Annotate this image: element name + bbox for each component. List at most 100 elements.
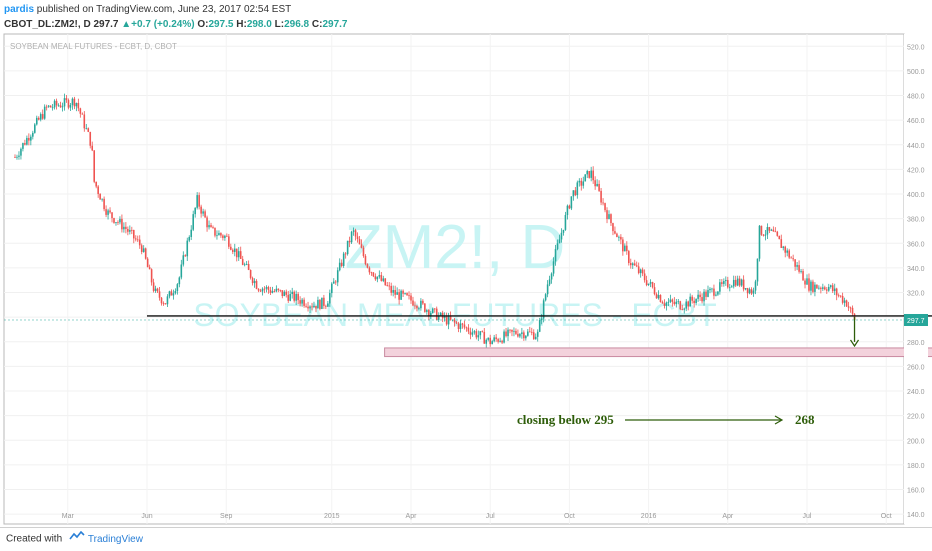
candle-body	[540, 318, 543, 321]
y-tick-label: 380.0	[907, 217, 925, 224]
author-link[interactable]: pardis	[4, 4, 35, 15]
candle-body	[756, 258, 759, 282]
candle-body	[305, 305, 307, 307]
price-axis[interactable]: 520.0 500.0 480.0 460.0 440.0 420.0 400.0 380.0…	[904, 34, 928, 524]
candle-body	[827, 286, 830, 291]
chart-header: pardis published on TradingView.com, Jun…	[4, 3, 928, 31]
low-label: L:	[274, 19, 285, 30]
candle-body	[618, 236, 620, 238]
candle-body	[372, 272, 375, 277]
x-tick-label: Oct	[564, 513, 575, 520]
candle-body	[659, 295, 662, 302]
candle-body	[499, 340, 501, 342]
candle-body	[475, 331, 478, 338]
candle-body	[313, 305, 315, 308]
candle-body	[336, 270, 339, 283]
y-tick-label: 140.0	[907, 512, 925, 519]
candle-body	[590, 170, 592, 178]
y-tick-label: 480.0	[907, 94, 925, 101]
candle-body	[647, 283, 650, 286]
candle-body	[198, 195, 200, 207]
y-tick-label: 440.0	[907, 143, 925, 150]
candle-body	[325, 305, 327, 307]
candle-body	[410, 295, 412, 301]
candle-body	[552, 261, 555, 274]
candle-body	[578, 180, 581, 183]
symbol-label[interactable]: CBOT_DL:ZM2!, D	[4, 19, 91, 30]
candle-body	[34, 124, 36, 133]
candle-body	[340, 262, 343, 266]
y-tick-label: 400.0	[907, 192, 925, 199]
candle-body	[687, 301, 689, 307]
candle-body	[196, 195, 198, 208]
tradingview-logo-icon[interactable]	[69, 528, 85, 550]
candle-body	[671, 299, 674, 302]
candle-body	[804, 280, 806, 285]
candle-body	[469, 331, 472, 335]
candle-body	[83, 114, 86, 129]
candle-body	[841, 295, 844, 303]
candle-body	[548, 279, 551, 285]
candle-body	[505, 331, 507, 337]
candle-body	[247, 263, 250, 271]
candle-body	[299, 300, 301, 304]
y-tick-label: 160.0	[907, 488, 925, 495]
candle-body	[51, 107, 54, 109]
candle-body	[443, 316, 446, 319]
candle-body	[287, 294, 290, 301]
candle-body	[95, 181, 97, 187]
candle-body	[194, 207, 196, 215]
chart-legend: SOYBEAN MEAL FUTURES - ECBT, D, CBOT	[10, 42, 177, 51]
price-chart[interactable]: ZM2!, D SOYBEAN MEAL FUTURES - ECBT SOYB…	[0, 0, 932, 528]
candle-body	[839, 295, 842, 297]
candle-body	[501, 340, 503, 343]
candle-body	[160, 297, 163, 304]
drawings[interactable]	[4, 315, 932, 425]
candle-body	[713, 288, 715, 296]
candle-body	[136, 239, 139, 241]
candle-body	[121, 218, 123, 230]
x-tick-label: Jul	[803, 513, 812, 520]
y-tick-label: 280.0	[907, 340, 925, 347]
candle-body	[111, 212, 113, 219]
candle-body	[483, 331, 486, 344]
candle-body	[851, 307, 854, 314]
candle-body	[115, 222, 117, 223]
candle-body	[721, 282, 723, 284]
candle-body	[556, 243, 559, 250]
candle-body	[570, 196, 573, 209]
candle-body	[837, 295, 840, 297]
candle-body	[693, 300, 695, 304]
candle-body	[523, 332, 525, 339]
time-axis[interactable]: Mar Jun Sep 2015 Apr Jul Oct 2016 Apr Jul Oct	[62, 513, 892, 520]
candle-body	[742, 279, 745, 290]
candle-body	[174, 290, 177, 294]
candle-body	[463, 324, 466, 328]
candle-body	[519, 333, 521, 337]
candle-body	[289, 294, 292, 301]
candle-body	[172, 293, 175, 296]
candle-body	[746, 288, 749, 294]
candle-body	[245, 263, 248, 265]
candle-body	[509, 329, 511, 331]
candle-body	[620, 236, 622, 240]
candle-body	[473, 331, 476, 333]
candle-body	[527, 331, 529, 336]
candle-body	[808, 278, 810, 291]
candle-body	[424, 303, 426, 312]
tradingview-link[interactable]: TradingView	[87, 533, 143, 545]
candle-body	[673, 301, 676, 305]
candle-body	[218, 233, 220, 236]
candle-body	[786, 250, 788, 253]
candle-body	[144, 248, 147, 259]
candle-body	[728, 287, 731, 289]
candle-body	[667, 301, 670, 303]
candle-body	[47, 105, 50, 107]
candle-body	[16, 156, 18, 158]
candle-body	[760, 225, 763, 235]
candle-body	[772, 229, 775, 232]
candle-body	[344, 253, 347, 255]
candle-body	[184, 255, 187, 257]
candle-body	[307, 306, 309, 309]
candle-body	[331, 283, 333, 294]
